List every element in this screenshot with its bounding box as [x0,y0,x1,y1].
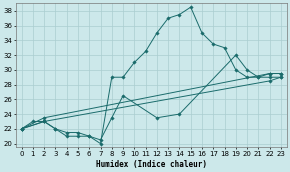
X-axis label: Humidex (Indice chaleur): Humidex (Indice chaleur) [96,159,207,169]
